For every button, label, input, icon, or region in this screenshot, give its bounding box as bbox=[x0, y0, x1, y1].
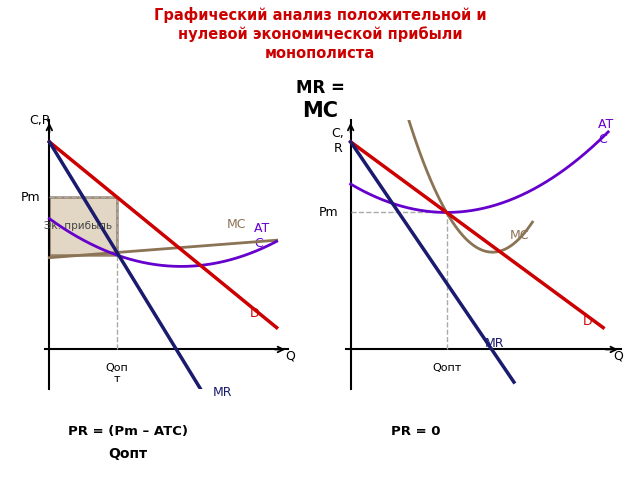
Text: Pm: Pm bbox=[319, 206, 338, 219]
Text: монополиста: монополиста bbox=[265, 46, 375, 60]
Text: АТ
С: АТ С bbox=[598, 119, 614, 146]
Text: Эк. прибыль: Эк. прибыль bbox=[44, 221, 112, 231]
Text: PR = 0: PR = 0 bbox=[391, 425, 441, 438]
Text: MC: MC bbox=[302, 101, 338, 121]
Text: Qоп
т: Qоп т bbox=[106, 362, 129, 384]
Text: MR: MR bbox=[213, 385, 232, 398]
Text: C,R: C,R bbox=[29, 114, 51, 127]
Text: MC: MC bbox=[509, 228, 529, 241]
Text: Qопт: Qопт bbox=[108, 447, 148, 461]
Text: MC: MC bbox=[227, 218, 246, 231]
Text: Qопт: Qопт bbox=[432, 362, 461, 372]
Text: D: D bbox=[250, 308, 259, 321]
Text: Q: Q bbox=[613, 349, 623, 362]
Text: C,
R: C, R bbox=[332, 127, 344, 155]
Text: MR: MR bbox=[484, 337, 504, 350]
Text: Pm: Pm bbox=[20, 191, 40, 204]
Text: Графический анализ положительной и: Графический анализ положительной и bbox=[154, 7, 486, 23]
Text: АТ
С: АТ С bbox=[254, 222, 270, 250]
Text: MR =: MR = bbox=[296, 79, 344, 97]
Text: PR = (Pm – ATC): PR = (Pm – ATC) bbox=[68, 425, 188, 438]
Text: D: D bbox=[583, 315, 593, 328]
Text: Q: Q bbox=[285, 349, 296, 362]
Text: нулевой экономической прибыли: нулевой экономической прибыли bbox=[178, 26, 462, 42]
Bar bbox=[49, 197, 117, 255]
